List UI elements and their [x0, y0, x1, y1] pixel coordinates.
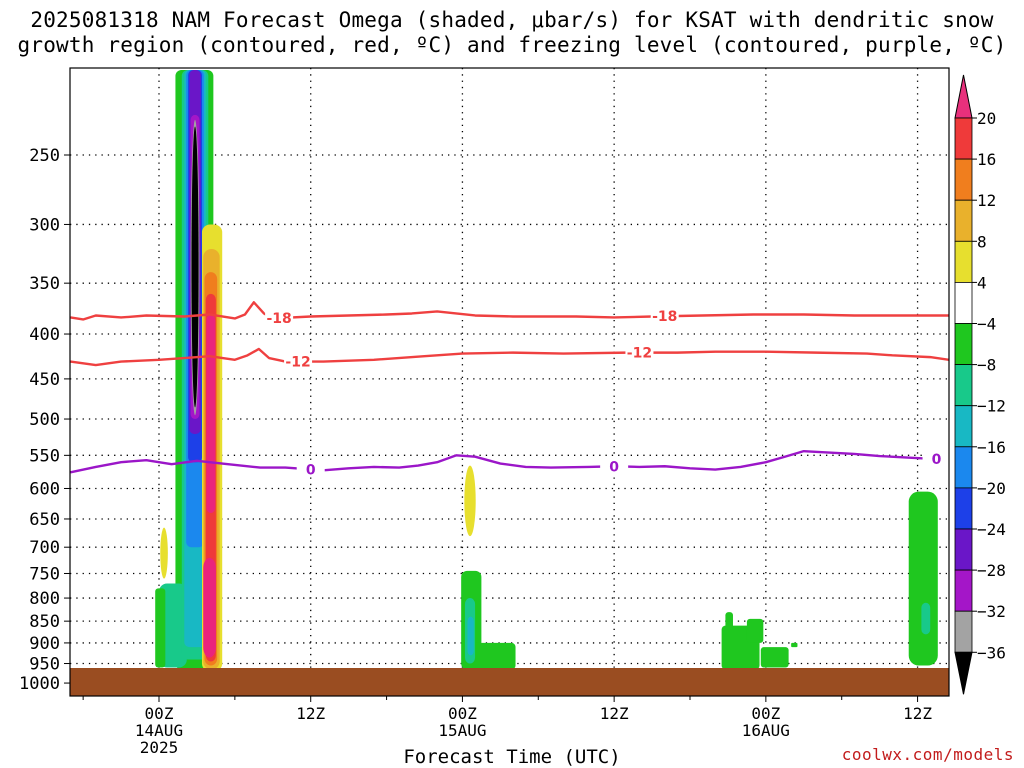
x-tick-label: 12Z: [296, 704, 325, 723]
omega-desc-pink-upper: [206, 314, 216, 514]
colorbar-swatch: [954, 158, 973, 201]
omega-15aug-cyan: [467, 616, 474, 656]
y-tick-label: 600: [29, 479, 60, 499]
contour-label: -12: [285, 355, 310, 371]
colorbar-label: −28: [977, 561, 1006, 580]
omega-band-black: [191, 126, 199, 408]
omega-16aug-green-b: [725, 612, 733, 631]
colorbar-swatch: [954, 281, 973, 324]
colorbar-label: 4: [977, 273, 987, 292]
colorbar-label: 8: [977, 232, 987, 251]
contour-label: 0: [306, 462, 316, 478]
contour-label-bg: [600, 458, 629, 475]
colorbar-label: −8: [977, 356, 996, 375]
y-tick-label: 400: [29, 325, 60, 345]
colorbar-top-arrow: [954, 74, 973, 119]
y-tick-label: 450: [29, 370, 60, 390]
colorbar-bottom-arrow: [954, 651, 973, 695]
y-tick-label: 1000: [19, 674, 60, 694]
colorbar-label: −16: [977, 438, 1006, 457]
x-tick-label: 12Z: [903, 704, 932, 723]
omega-12z16-green: [908, 491, 938, 666]
omega-shading-layer: [155, 70, 938, 672]
y-tick-label: 550: [29, 446, 60, 466]
y-tick-label: 850: [29, 612, 60, 632]
y-axis: 2503003504004505005506006507007508008509…: [19, 146, 70, 694]
y-tick-label: 250: [29, 146, 60, 166]
contour-label: -18: [266, 311, 291, 327]
omega-16aug-green-d: [760, 647, 789, 668]
omega-yellow-blob-2: [464, 465, 476, 537]
omega-band-green-lowleft: [155, 588, 166, 668]
contour-label: 0: [932, 452, 942, 468]
y-tick-label: 750: [29, 564, 60, 584]
colorbar-label: −24: [977, 520, 1006, 539]
omega-12z16-teal: [921, 602, 931, 635]
omega-band-teal: [159, 583, 187, 668]
x-tick-label: 00Z: [751, 704, 780, 723]
colorbar-swatch: [954, 610, 973, 653]
y-tick-label: 650: [29, 510, 60, 530]
contour-label-bg: [625, 344, 654, 361]
colorbar-swatch: [954, 323, 973, 365]
credit-link[interactable]: coolwx.com/models: [841, 745, 1014, 764]
colorbar-swatch: [954, 199, 973, 242]
colorbar: 20 16 12 8 4 −4 −8 −12 −16 −20 −24 −28 −32 −36: [954, 74, 1006, 695]
colorbar-label: 12: [977, 191, 996, 210]
x-tick-label: 00Z: [145, 704, 174, 723]
contour--12: [70, 347, 949, 367]
contour--18: [70, 301, 949, 321]
y-tick-label: 700: [29, 538, 60, 558]
colorbar-label: −32: [977, 602, 1006, 621]
omega-yellow-blob-1: [160, 527, 168, 579]
title-line-2: growth region (contoured, red, ºC) and f…: [17, 33, 1007, 57]
colorbar-swatch: [954, 528, 973, 571]
colorbar-swatch: [954, 487, 973, 530]
contour-label: -12: [627, 346, 652, 362]
y-tick-label: 800: [29, 589, 60, 609]
x-tick-label: 00Z: [448, 704, 477, 723]
contour-label-bg: [284, 353, 313, 370]
contour-label-bg: [922, 451, 949, 468]
colorbar-swatch: [954, 364, 973, 407]
colorbar-swatch: [954, 117, 973, 160]
colorbar-swatch: [954, 240, 973, 283]
colorbar-label: 16: [977, 150, 996, 169]
omega-15aug-green-tail: [468, 642, 516, 670]
colorbar-label: −20: [977, 479, 1006, 498]
y-tick-label: 500: [29, 410, 60, 430]
x-tick-label: 14AUG: [135, 721, 183, 740]
y-tick-label: 350: [29, 274, 60, 294]
omega-16aug-green-e: [791, 642, 798, 648]
contour-label: 0: [609, 459, 619, 475]
omega-desc-pink-lower: [203, 557, 216, 658]
plot-frame: [69, 67, 950, 697]
x-tick-label: 12Z: [600, 704, 629, 723]
omega-16aug-green-c: [746, 618, 764, 643]
colorbar-swatch: [954, 446, 973, 489]
x-axis: 00Z14AUG202512Z00Z15AUG12Z00Z16AUG12Z00Z…: [82, 696, 932, 757]
colorbar-swatch: [954, 405, 973, 448]
x-axis-label: Forecast Time (UTC): [403, 746, 621, 768]
x-tick-label: 16AUG: [742, 721, 790, 740]
x-tick-label: 15AUG: [438, 721, 486, 740]
terrain-ground: [70, 668, 949, 696]
x-tick-label: 2025: [140, 738, 179, 757]
colorbar-swatch: [954, 569, 973, 612]
colorbar-label: −4: [977, 315, 996, 334]
contour-label-bg: [265, 310, 294, 327]
y-tick-label: 900: [29, 634, 60, 654]
title-line-1: 2025081318 NAM Forecast Omega (shaded, μ…: [30, 8, 994, 32]
colorbar-label: −36: [977, 643, 1006, 662]
contour-label: -18: [652, 309, 677, 325]
y-tick-label: 950: [29, 655, 60, 675]
colorbar-label: −12: [977, 397, 1006, 416]
colorbar-label: 20: [977, 109, 996, 128]
contour-label-bg: [650, 308, 679, 325]
chart-title: 2025081318 NAM Forecast Omega (shaded, μ…: [0, 8, 1024, 58]
contour-label-bg: [296, 461, 325, 478]
y-tick-label: 300: [29, 215, 60, 235]
